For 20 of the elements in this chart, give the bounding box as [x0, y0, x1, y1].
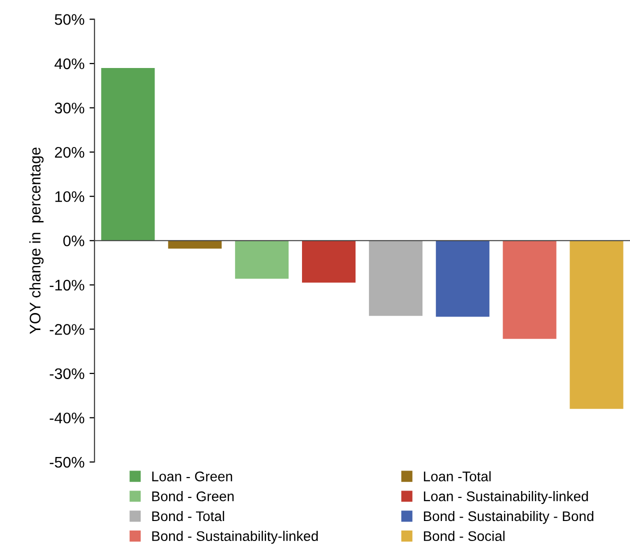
y-axis-title: YOY change in percentage — [29, 148, 44, 334]
legend-label: Bond - Green — [152, 491, 234, 502]
legend-label: Loan - Sustainability-linked — [424, 491, 588, 504]
legend-label: Bond - Social — [424, 530, 504, 542]
y-tick-label: 40% — [54, 58, 84, 70]
legend-label: Loan - Green — [152, 472, 232, 482]
y-tick-label: -20% — [50, 324, 84, 335]
y-tick-label: -10% — [50, 280, 84, 291]
legend-label: Bond - Sustainability - Bond — [424, 510, 594, 524]
legend-label: Loan -Total — [424, 471, 491, 482]
y-tick-label: -30% — [50, 368, 84, 380]
legend-label: Bond - Sustainability-linked — [152, 530, 318, 544]
legend-label: Bond - Total — [152, 510, 224, 522]
y-tick-label: -40% — [50, 412, 84, 424]
y-tick-label: 20% — [54, 146, 84, 158]
y-tick-label: -50% — [50, 456, 84, 468]
y-tick-label: 0% — [63, 235, 84, 246]
y-tick-label: 30% — [54, 102, 84, 114]
y-tick-label: 10% — [55, 191, 84, 202]
y-tick-label: 50% — [54, 14, 84, 25]
